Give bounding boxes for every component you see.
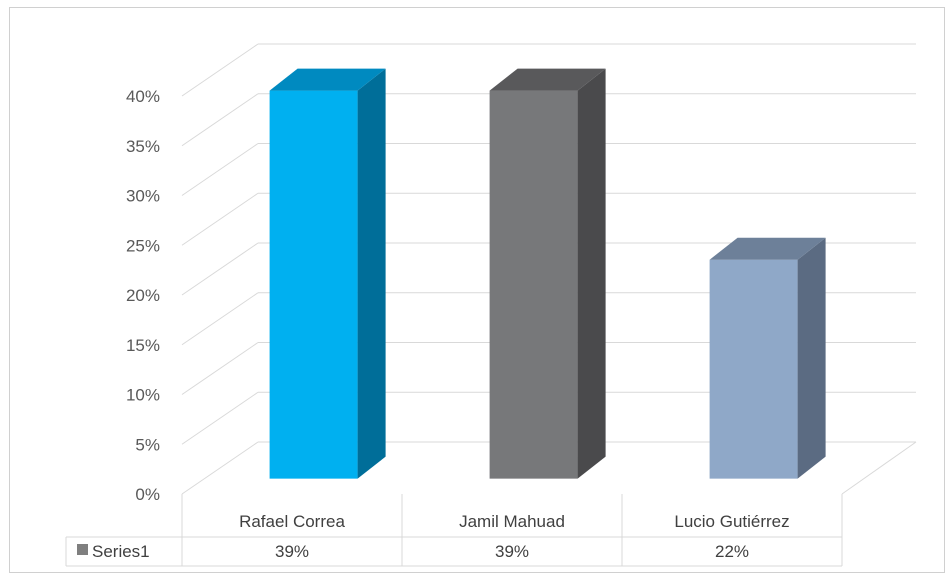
- gridline-side: [181, 143, 259, 196]
- bar-front: [269, 90, 358, 479]
- bar-front: [709, 259, 798, 479]
- y-tick-label: 15%: [126, 336, 160, 355]
- bar-side: [797, 237, 826, 479]
- y-tick-label: 40%: [126, 87, 160, 106]
- y-tick-label: 35%: [126, 137, 160, 156]
- series-name: Series1: [92, 542, 150, 561]
- category-label: Jamil Mahuad: [459, 512, 565, 531]
- y-tick-label: 5%: [135, 435, 160, 454]
- y-tick-label: 20%: [126, 286, 160, 305]
- y-tick-label: 10%: [126, 386, 160, 405]
- floor-edge: [841, 441, 917, 495]
- data-label: 22%: [715, 542, 749, 561]
- gridline-side: [181, 292, 259, 346]
- data-label: 39%: [275, 542, 309, 561]
- gridline-side: [181, 242, 259, 296]
- category-label: Rafael Correa: [239, 512, 345, 531]
- bar-top: [269, 68, 386, 91]
- gridline-side: [181, 43, 259, 97]
- bar-side: [577, 68, 606, 479]
- bar-top: [709, 237, 826, 260]
- chart-frame: [9, 7, 945, 573]
- y-tick-label: 30%: [126, 187, 160, 206]
- bar-side: [357, 68, 386, 479]
- legend-key: [77, 544, 88, 555]
- data-label: 39%: [495, 542, 529, 561]
- gridline-side: [181, 192, 259, 246]
- category-label: Lucio Gutiérrez: [674, 512, 789, 531]
- gridline-side: [181, 391, 259, 445]
- bar-top: [489, 68, 606, 91]
- y-tick-label: 0%: [135, 485, 160, 504]
- bar-front: [489, 90, 578, 479]
- gridline-side: [181, 93, 259, 147]
- gridline-side: [181, 342, 259, 395]
- y-tick-label: 25%: [126, 236, 160, 255]
- gridline-side: [181, 441, 259, 495]
